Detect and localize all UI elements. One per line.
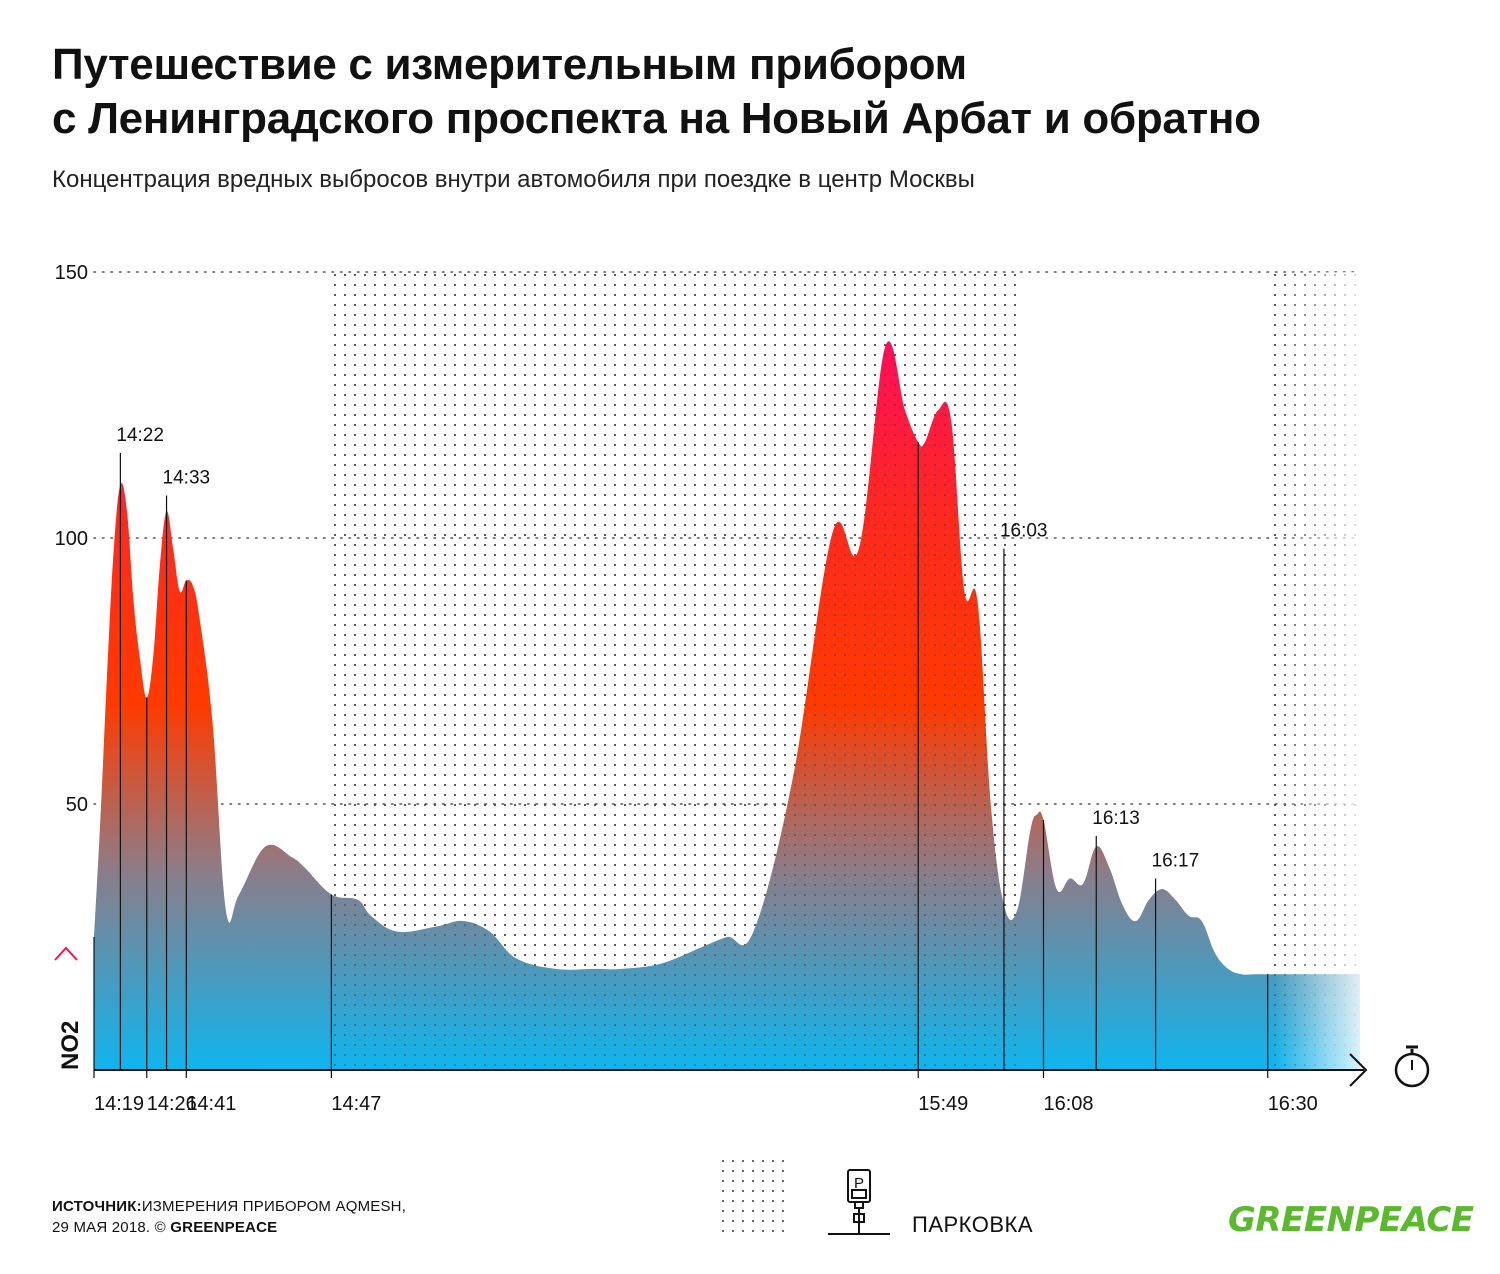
y-axis-label: NO2 <box>57 1021 84 1070</box>
stopwatch-icon <box>1394 1045 1430 1088</box>
y-arrow-icon <box>54 946 78 961</box>
x-tick-label: 16:08 <box>1044 1093 1094 1115</box>
y-tick-label: 100 <box>55 528 88 550</box>
peak-time-label: 16:17 <box>1152 850 1200 871</box>
parking-overlay-0 <box>331 272 1018 1070</box>
x-tick-label: 15:49 <box>918 1093 968 1115</box>
chart-title: Путешествие с измерительным прибором с Л… <box>52 38 1261 146</box>
title-line-1: Путешествие с измерительным прибором <box>52 40 967 89</box>
x-tick-label: 14:47 <box>331 1093 381 1115</box>
source-label: ИСТОЧНИК: <box>52 1198 142 1215</box>
peak-time-label: 14:22 <box>116 425 164 446</box>
parking-meter-icon: P <box>828 1169 890 1235</box>
source-text: ИЗМЕРЕНИЯ ПРИБОРОМ AQMESH, <box>141 1198 407 1215</box>
x-tick-label: 14:41 <box>186 1093 236 1115</box>
y-axis-indicator: NO2 <box>54 946 84 1070</box>
peak-time-label: 16:13 <box>1092 808 1140 829</box>
x-tick-label: 14:26 <box>147 1093 197 1115</box>
x-tick-label: 16:30 <box>1268 1093 1318 1115</box>
area-fade <box>1275 272 1363 1072</box>
parking-legend-label: ПАРКОВКА <box>912 1212 1034 1237</box>
svg-text:P: P <box>854 1175 864 1192</box>
x-axis-arrow <box>1349 1053 1368 1087</box>
parking-legend-swatch <box>718 1156 792 1234</box>
x-tick-label: 14:19 <box>94 1093 144 1115</box>
y-tick-label: 50 <box>66 794 88 816</box>
title-line-2: с Ленинградского проспекта на Новый Арба… <box>52 94 1261 143</box>
source-date: 29 МАЯ 2018. © <box>52 1219 166 1236</box>
source-note: ИСТОЧНИК:ИЗМЕРЕНИЯ ПРИБОРОМ AQMESH, 29 М… <box>52 1196 406 1238</box>
peak-time-label: 16:03 <box>1000 521 1048 542</box>
peak-time-label: 14:33 <box>163 467 211 488</box>
source-org: GREENPEACE <box>170 1219 278 1236</box>
y-tick-label: 150 <box>55 262 88 284</box>
chart-subtitle: Концентрация вредных выбросов внутри авт… <box>52 166 975 193</box>
greenpeace-logo: GREENPEACE <box>1228 1200 1474 1240</box>
